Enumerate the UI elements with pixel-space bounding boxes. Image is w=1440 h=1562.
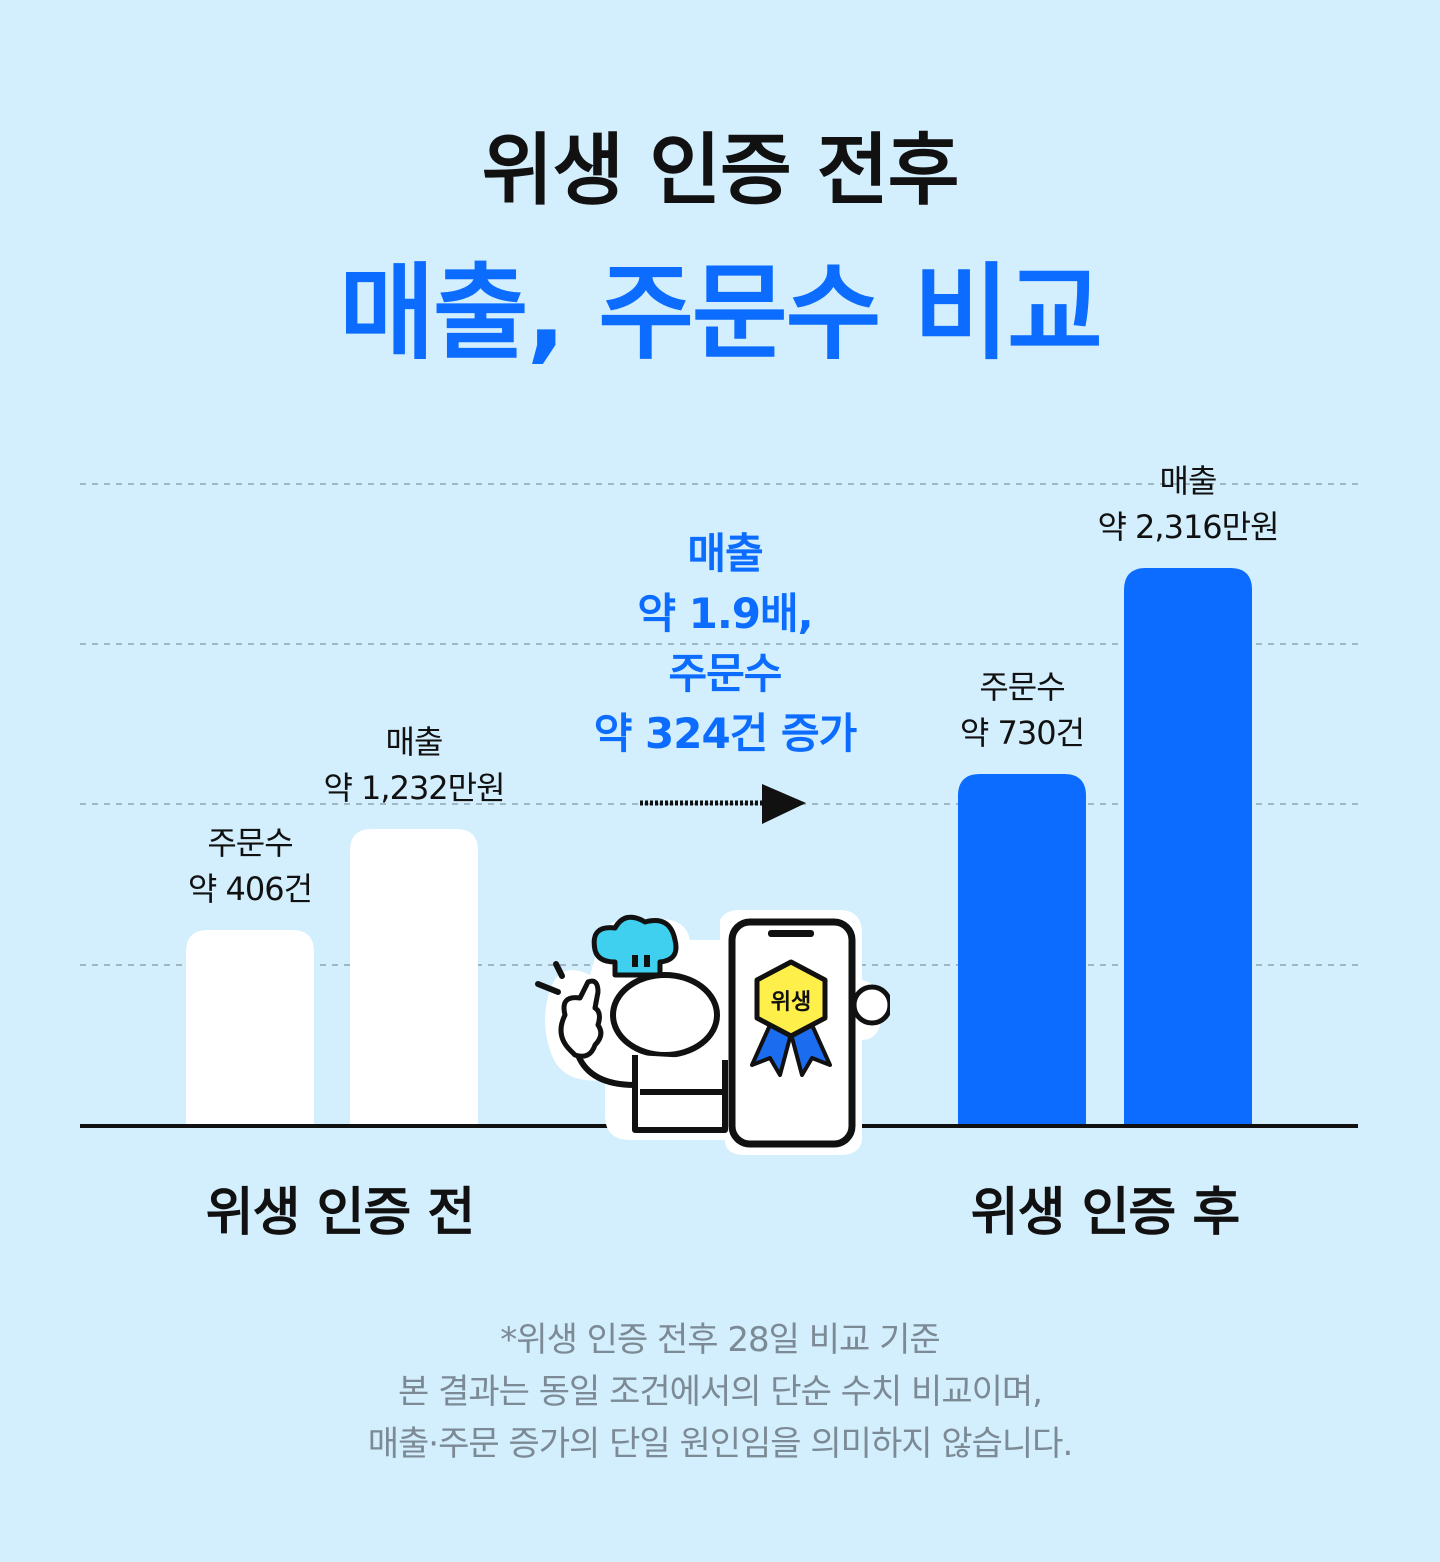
badge-text: 위생 xyxy=(771,990,811,1015)
value-label-after-orders: 약 730건 xyxy=(959,714,1085,752)
bar-label-after-sales: 매출 약 2,316만원 xyxy=(1078,458,1298,550)
value-label-before-orders: 약 406건 xyxy=(187,870,313,908)
bar-label-before-orders: 주문수 약 406건 xyxy=(140,820,360,912)
increase-callout: 매출 약 1.9배, 주문수 약 324건 증가 xyxy=(540,524,910,764)
bar-before-sales xyxy=(350,829,478,1126)
series-name-sales: 매출 xyxy=(1159,462,1218,500)
callout-line: 매출 xyxy=(687,529,763,578)
callout-line: 주문수 xyxy=(668,649,783,698)
bar-after-orders xyxy=(958,774,1086,1126)
chef-with-phone-certificate-icon: 위생 xyxy=(535,910,890,1155)
footnote-line: *위생 인증 전후 28일 비교 기준 xyxy=(500,1320,940,1360)
bars xyxy=(186,568,1252,1126)
arrow-right-icon xyxy=(640,784,806,824)
bar-before-orders xyxy=(186,930,314,1126)
bar-label-before-sales: 매출 약 1,232만원 xyxy=(304,719,524,811)
category-label-before: 위생 인증 전 xyxy=(205,1183,475,1243)
footnote-line: 본 결과는 동일 조건에서의 단순 수치 비교이며, xyxy=(398,1372,1043,1412)
series-name-orders: 주문수 xyxy=(207,824,293,862)
bar-after-sales xyxy=(1124,568,1252,1126)
bar-label-after-orders: 주문수 약 730건 xyxy=(912,664,1132,756)
series-name-orders: 주문수 xyxy=(979,668,1065,706)
footnote-line: 매출·주문 증가의 단일 원인임을 의미하지 않습니다. xyxy=(367,1424,1074,1464)
page-title-line1: 위생 인증 전후 xyxy=(481,126,960,216)
page-title-line2: 매출, 주문수 비교 xyxy=(339,252,1103,374)
value-label-before-sales: 약 1,232만원 xyxy=(323,769,505,807)
footnote: *위생 인증 전후 28일 비교 기준 본 결과는 동일 조건에서의 단순 수치… xyxy=(0,1314,1440,1470)
callout-line: 약 324건 증가 xyxy=(593,709,857,758)
series-name-sales: 매출 xyxy=(385,723,444,761)
callout-line: 약 1.9배, xyxy=(637,589,813,638)
category-label-after: 위생 인증 후 xyxy=(970,1183,1240,1243)
value-label-after-sales: 약 2,316만원 xyxy=(1097,508,1279,546)
